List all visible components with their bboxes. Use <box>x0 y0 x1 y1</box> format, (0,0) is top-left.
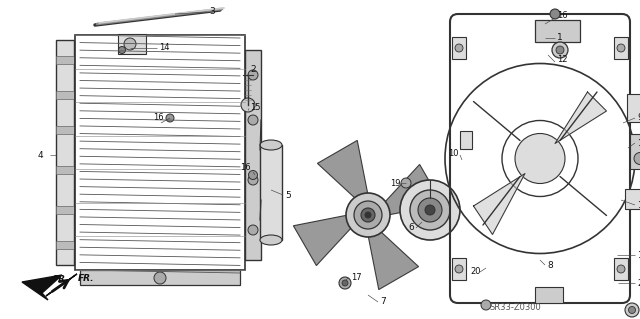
Bar <box>56 91 74 99</box>
Text: FR.: FR. <box>78 274 95 284</box>
Text: 17: 17 <box>351 273 362 283</box>
Polygon shape <box>293 209 378 266</box>
Circle shape <box>455 265 463 273</box>
Text: 16: 16 <box>240 164 251 173</box>
Polygon shape <box>22 275 62 300</box>
Text: 3: 3 <box>209 8 215 17</box>
Text: 21: 21 <box>637 278 640 287</box>
Ellipse shape <box>260 140 282 150</box>
Circle shape <box>552 42 568 58</box>
Text: 12: 12 <box>557 56 568 64</box>
Text: 5: 5 <box>285 190 291 199</box>
Circle shape <box>617 265 625 273</box>
Bar <box>630 133 640 168</box>
Bar <box>245 50 261 260</box>
Text: 8: 8 <box>547 261 553 270</box>
Circle shape <box>166 114 174 122</box>
Circle shape <box>346 193 390 237</box>
Bar <box>535 287 563 303</box>
Circle shape <box>425 205 435 215</box>
Text: 6: 6 <box>408 224 413 233</box>
Bar <box>56 56 74 64</box>
Bar <box>56 206 74 214</box>
Circle shape <box>634 152 640 165</box>
Circle shape <box>410 190 450 230</box>
Text: 11: 11 <box>637 201 640 210</box>
Polygon shape <box>555 92 607 144</box>
Circle shape <box>154 272 166 284</box>
Bar <box>625 189 640 209</box>
Bar <box>535 20 580 42</box>
Polygon shape <box>362 204 419 290</box>
Circle shape <box>455 44 463 52</box>
Text: 13: 13 <box>637 250 640 259</box>
Bar <box>627 93 640 122</box>
Text: 15: 15 <box>250 103 260 113</box>
Circle shape <box>339 277 351 289</box>
Circle shape <box>401 178 411 188</box>
Bar <box>118 34 146 54</box>
Text: 16: 16 <box>557 11 568 19</box>
Text: 16: 16 <box>153 114 164 122</box>
Circle shape <box>400 180 460 240</box>
Polygon shape <box>358 164 443 221</box>
Circle shape <box>365 212 371 218</box>
Circle shape <box>354 201 382 229</box>
Text: 2: 2 <box>250 65 255 75</box>
Text: 10: 10 <box>448 149 458 158</box>
Circle shape <box>248 175 258 185</box>
Bar <box>56 126 74 134</box>
Bar <box>56 241 74 249</box>
Text: 4: 4 <box>38 151 44 160</box>
Circle shape <box>248 115 258 125</box>
Circle shape <box>248 70 258 80</box>
Circle shape <box>628 307 636 314</box>
Bar <box>56 40 74 265</box>
Bar <box>452 258 466 280</box>
Circle shape <box>248 170 257 180</box>
Circle shape <box>342 280 348 286</box>
Circle shape <box>556 46 564 54</box>
Circle shape <box>248 225 258 235</box>
Bar <box>460 130 472 149</box>
Circle shape <box>241 98 255 112</box>
Circle shape <box>515 133 565 183</box>
Circle shape <box>617 44 625 52</box>
Bar <box>452 37 466 59</box>
Circle shape <box>361 208 375 222</box>
Circle shape <box>124 38 136 50</box>
Polygon shape <box>317 140 374 226</box>
Bar <box>614 258 628 280</box>
Circle shape <box>481 300 491 310</box>
Bar <box>75 35 245 270</box>
Text: FR.: FR. <box>53 275 70 284</box>
Ellipse shape <box>260 235 282 245</box>
Bar <box>614 37 628 59</box>
Circle shape <box>118 47 125 54</box>
Circle shape <box>550 9 560 19</box>
Bar <box>80 270 240 285</box>
Text: 20: 20 <box>470 268 481 277</box>
Text: 7: 7 <box>380 298 386 307</box>
Bar <box>56 166 74 174</box>
Text: 18: 18 <box>637 138 640 147</box>
Bar <box>260 145 282 240</box>
Text: SR33-Z0300: SR33-Z0300 <box>490 303 541 313</box>
Text: 1: 1 <box>557 33 563 42</box>
Text: 19: 19 <box>390 179 401 188</box>
Polygon shape <box>474 174 525 234</box>
Circle shape <box>418 198 442 222</box>
Text: 14: 14 <box>159 43 170 53</box>
Circle shape <box>625 303 639 317</box>
Polygon shape <box>46 274 77 296</box>
Text: 9: 9 <box>637 114 640 122</box>
